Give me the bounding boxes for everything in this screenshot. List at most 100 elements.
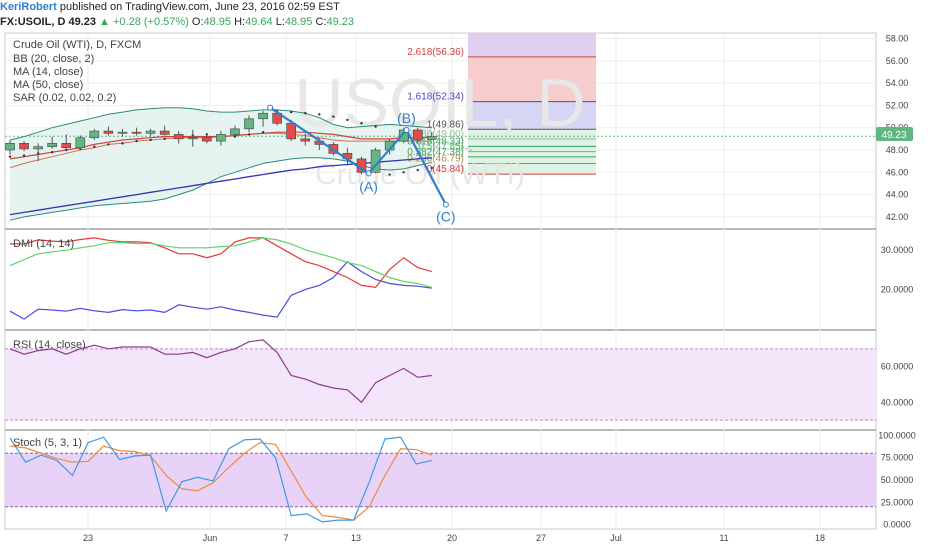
sar-dot bbox=[332, 115, 335, 118]
wave-point bbox=[442, 201, 449, 208]
price-axis-label: 56.00 bbox=[886, 56, 909, 66]
fib-level-label: 0.382(47.38) bbox=[407, 147, 464, 158]
legend-bb: BB (20, close, 2) bbox=[13, 53, 94, 65]
sar-dot bbox=[416, 168, 419, 172]
candle-down bbox=[300, 138, 311, 142]
price-axis-label: 58.00 bbox=[886, 34, 909, 44]
sar-dot bbox=[346, 118, 349, 122]
price-axis-label: 48.00 bbox=[886, 145, 909, 155]
fib-zone-upper bbox=[468, 33, 596, 57]
stoch-band bbox=[5, 453, 876, 507]
x-tick-label: 20 bbox=[447, 533, 457, 543]
dmi-line-1 bbox=[10, 237, 432, 289]
stoch-axis-label: 100.0000 bbox=[878, 430, 916, 440]
fib-level-label: 1.618(52.34) bbox=[407, 92, 464, 103]
sar-dot bbox=[107, 143, 110, 146]
fib-level-label: 1(49.86) bbox=[427, 119, 464, 130]
x-tick-label: Jun bbox=[203, 533, 218, 543]
legend-ma50: MA (50, close) bbox=[13, 79, 83, 91]
dmi-axis-label: 30.0000 bbox=[881, 245, 914, 255]
x-tick-label: 18 bbox=[815, 533, 825, 543]
x-tick-label: 23 bbox=[83, 533, 93, 543]
last-price-tag-text: 49.23 bbox=[881, 130, 906, 141]
legend-series-title: Crude Oil (WTI), D, FXCM bbox=[13, 39, 141, 51]
wave-point bbox=[403, 126, 410, 133]
sar-dot bbox=[388, 173, 391, 176]
rsi-title: RSI (14, close) bbox=[13, 339, 86, 351]
price-axis-label: 52.00 bbox=[886, 100, 909, 110]
last-price-tag bbox=[876, 127, 913, 141]
sar-dot bbox=[22, 154, 26, 157]
candle-up bbox=[75, 137, 86, 149]
sar-dot bbox=[360, 122, 363, 125]
candle-down bbox=[286, 122, 297, 140]
watermark-name: Crude Oil (WTI) bbox=[315, 158, 525, 191]
rsi-axis-label: 40.0000 bbox=[881, 397, 914, 407]
price-axis-label: 42.00 bbox=[886, 212, 909, 222]
low-value: 48.95 bbox=[284, 16, 313, 28]
sar-dot bbox=[318, 113, 321, 116]
candle-down bbox=[61, 143, 72, 149]
rsi-axis-label: 60.0000 bbox=[881, 362, 914, 372]
close-label: C: bbox=[315, 16, 327, 28]
sar-dot bbox=[8, 155, 12, 158]
fib-zone-1618 bbox=[468, 101, 596, 130]
x-tick-label: Jul bbox=[610, 533, 622, 543]
sar-dot bbox=[149, 138, 152, 142]
x-tick-label: 13 bbox=[351, 533, 361, 543]
candle-up bbox=[145, 130, 156, 134]
sar-dot bbox=[402, 171, 405, 174]
publish-line: KeriRobert published on TradingView.com,… bbox=[0, 0, 932, 15]
sar-dot bbox=[290, 110, 293, 114]
legend-ma14: MA (14, close) bbox=[13, 66, 83, 78]
candle-up bbox=[33, 146, 43, 150]
symbol-label: FX:USOIL, D bbox=[0, 16, 66, 28]
rsi-band bbox=[5, 348, 876, 421]
candle-up bbox=[258, 112, 268, 120]
fib-level-label: 0.5(47.85) bbox=[418, 142, 464, 153]
price-change: ▲ +0.28 (+0.57%) bbox=[99, 16, 189, 28]
fib-zone-2618 bbox=[468, 56, 596, 102]
candle-up bbox=[187, 137, 198, 140]
candle-up bbox=[216, 134, 226, 142]
stoch-axis-label: 50.0000 bbox=[881, 475, 914, 485]
author-name[interactable]: KeriRobert bbox=[0, 1, 57, 13]
wave-label-c: (C) bbox=[436, 209, 455, 225]
price-axis-label: 54.00 bbox=[886, 78, 909, 88]
sar-dot bbox=[247, 133, 251, 136]
candle-up bbox=[117, 131, 128, 134]
candle-up bbox=[230, 128, 240, 135]
candle-down bbox=[173, 134, 184, 140]
sar-dot bbox=[430, 166, 433, 170]
low-label: L: bbox=[275, 16, 285, 28]
close-value: 49.23 bbox=[326, 16, 355, 28]
sar-dot bbox=[304, 112, 307, 115]
candle-down bbox=[412, 129, 423, 141]
stoch-k-line bbox=[9, 436, 432, 523]
fib-level-label: 2.618(56.36) bbox=[407, 47, 464, 58]
stoch-axis-label: 75.0000 bbox=[881, 453, 914, 463]
sar-dot bbox=[50, 151, 54, 154]
candle-up bbox=[89, 130, 100, 139]
wave-point bbox=[267, 104, 274, 111]
fib-level-label: 0(45.84) bbox=[427, 164, 464, 175]
fib-level-label: 0.786(49.00) bbox=[407, 129, 464, 140]
candle-down bbox=[159, 130, 170, 135]
high-value: 49.64 bbox=[245, 16, 273, 28]
wave-label-a: (A) bbox=[359, 178, 378, 194]
wave-abc-line bbox=[269, 106, 447, 206]
candle-up bbox=[244, 118, 254, 130]
fib-level-label: 0.618(48.33) bbox=[407, 136, 464, 147]
stoch-title: Stoch (5, 3, 1) bbox=[13, 437, 82, 449]
dmi-line-2 bbox=[9, 237, 432, 288]
stoch-axis-label: 0.0000 bbox=[883, 520, 911, 530]
price-axis-label: 44.00 bbox=[886, 190, 909, 200]
publish-info: published on TradingView.com, June 23, 2… bbox=[59, 1, 340, 13]
fib-level-label: 0.236(46.79) bbox=[407, 153, 464, 164]
last-price: 49.23 bbox=[68, 16, 96, 28]
candle-down bbox=[131, 131, 142, 134]
legend-sar: SAR (0.02, 0.02, 0.2) bbox=[13, 92, 116, 104]
high-label: H: bbox=[234, 16, 246, 28]
